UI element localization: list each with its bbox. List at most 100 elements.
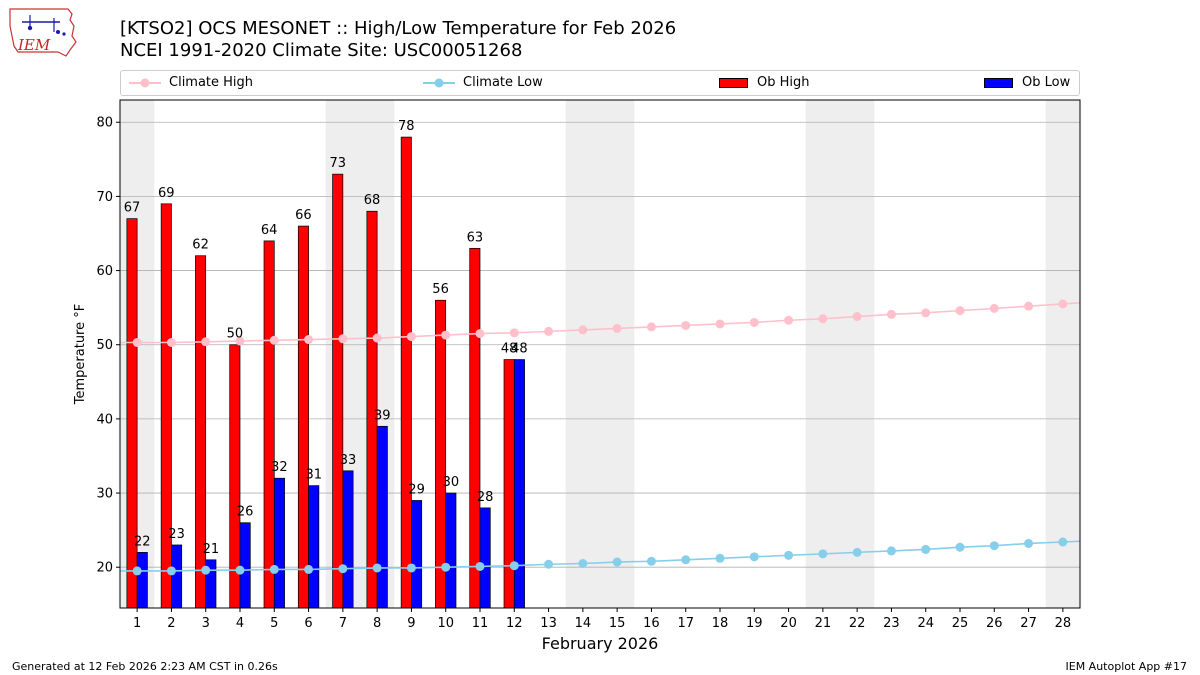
climate-low-point [475, 561, 485, 571]
climate-low-point [578, 559, 588, 569]
climate-low-point [921, 544, 931, 554]
legend-label-ob-high: Ob High [757, 75, 810, 90]
climate-low-point [715, 553, 725, 563]
climate-high-point [166, 338, 176, 348]
y-axis-label: Temperature °F [73, 304, 88, 405]
ob-high-bar [297, 225, 309, 609]
climate-high-line [120, 302, 1081, 344]
ob-low-label: 32 [271, 460, 288, 475]
weekend-band [325, 100, 395, 608]
climate-high-point [852, 312, 862, 322]
climate-low-point [544, 559, 554, 569]
x-tick-label: 26 [986, 616, 1003, 631]
x-tick-label: 7 [339, 616, 347, 631]
climate-high-point [955, 306, 965, 316]
climate-low-point [852, 547, 862, 557]
weekend-band [565, 100, 635, 608]
x-tick-label: 17 [677, 616, 694, 631]
climate-high-point [269, 335, 279, 345]
ob-high-bar [263, 240, 275, 609]
ob-high-bar [332, 173, 344, 609]
ob-low-bar [136, 552, 148, 609]
ob-high-bar [366, 210, 378, 609]
climate-low-point [166, 566, 176, 576]
ob-low-label: 39 [374, 408, 391, 423]
climate-low-line [120, 540, 1081, 572]
climate-low-point [784, 550, 794, 560]
ob-low-label: 33 [340, 453, 357, 468]
plot-frame [119, 99, 1081, 609]
climate-low-point [509, 561, 519, 571]
climate-high-point [1058, 299, 1068, 309]
climate-low-point [372, 563, 382, 573]
ob-low-bar [342, 470, 354, 609]
ob-low-bar [376, 425, 388, 609]
ob-low-bar [513, 359, 525, 609]
ob-low-label: 30 [443, 475, 460, 490]
weekend-band [805, 100, 875, 608]
climate-high-point [304, 335, 314, 345]
ob-high-label: 50 [227, 327, 244, 342]
y-tick-label: 30 [96, 487, 113, 502]
iem-logo: IEM [9, 8, 77, 57]
climate-low-line-icon [423, 78, 455, 87]
climate-high-point [578, 325, 588, 335]
climate-high-point [681, 320, 691, 330]
ob-low-label: 21 [203, 542, 220, 557]
x-tick-label: 13 [540, 616, 557, 631]
x-tick-label: 21 [815, 616, 832, 631]
climate-high-point [406, 332, 416, 342]
weekend-bands [120, 100, 1080, 608]
iem-logo-text: IEM [17, 36, 51, 54]
climate-low-point [1058, 537, 1068, 547]
ob-high-label: 78 [398, 119, 415, 134]
ob-low-label: 29 [408, 482, 425, 497]
ob-low-label: 23 [168, 527, 185, 542]
x-tick-label: 23 [883, 616, 900, 631]
climate-high-point [715, 319, 725, 329]
ob-low-swatch-icon [984, 77, 1013, 88]
ob-high-bar [195, 255, 207, 609]
climate-low-point [235, 565, 245, 575]
climate-low-point [338, 564, 348, 574]
ob-low-bar [411, 500, 423, 609]
x-tick-label: 9 [407, 616, 415, 631]
x-tick-label: 1 [133, 616, 141, 631]
ob-high-bar [229, 344, 241, 609]
ob-high-label: 64 [261, 223, 278, 238]
climate-high-point [818, 314, 828, 324]
x-tick-label: 19 [746, 616, 763, 631]
legend-item-ob-high: Ob High [719, 74, 810, 92]
ob-high-bar [469, 247, 481, 609]
x-tick-label: 24 [917, 616, 934, 631]
x-tick-label: 18 [712, 616, 729, 631]
ob-low-label: 28 [477, 490, 494, 505]
climate-low-point [989, 541, 999, 551]
climate-high-point [509, 328, 519, 338]
climate-high-point [338, 334, 348, 344]
climate-low-point [1024, 538, 1034, 548]
climate-low-point [646, 556, 656, 566]
climate-high-point [475, 329, 485, 339]
climate-high-point [372, 333, 382, 343]
climate-low-point [132, 566, 142, 576]
x-tick-label: 12 [506, 616, 523, 631]
x-tick-label: 15 [609, 616, 626, 631]
ob-high-label: 63 [467, 230, 484, 245]
weekend-band [1045, 100, 1080, 608]
ob-low-bar [445, 492, 457, 609]
ob-high-bar [126, 218, 138, 609]
climate-low-point [304, 564, 314, 574]
ob-low-label: 22 [134, 534, 151, 549]
x-tick-label: 22 [849, 616, 866, 631]
ob-low-bar [479, 507, 491, 609]
climate-low-point [441, 562, 451, 572]
climate-high-point [886, 309, 896, 319]
climate-low-point [406, 563, 416, 573]
y-tick-label: 50 [96, 338, 113, 353]
x-tick-label: 6 [304, 616, 312, 631]
climate-high-point [441, 330, 451, 340]
ob-high-label: 67 [124, 201, 141, 216]
